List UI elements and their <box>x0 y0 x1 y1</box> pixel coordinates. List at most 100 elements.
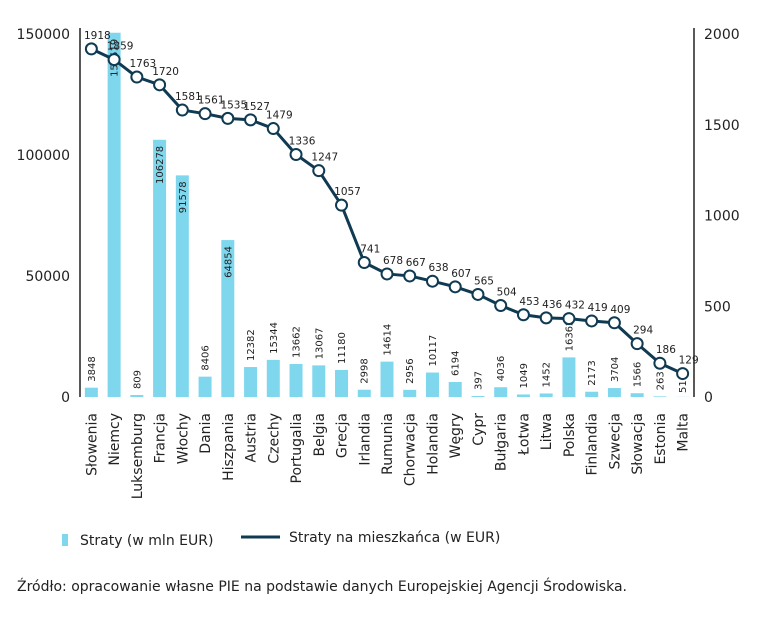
line-data-label: 1918 <box>84 30 111 42</box>
bar-data-label: 8406 <box>201 345 212 370</box>
category-label: Łotwa <box>516 413 532 456</box>
bar <box>335 369 349 397</box>
category-label: Rumunia <box>380 413 396 475</box>
line-point <box>289 148 303 162</box>
line-data-label: 1247 <box>311 152 338 164</box>
category-label: Bułgaria <box>494 413 510 471</box>
line-point <box>471 287 485 301</box>
legend-bar-swatch <box>62 534 68 546</box>
line-point <box>516 308 530 322</box>
line-point <box>130 70 144 84</box>
right-tick-label: 1500 <box>704 118 740 134</box>
line-point <box>425 274 439 288</box>
bar <box>84 387 98 397</box>
category-label: Litwa <box>539 413 555 450</box>
bar-data-label: 2956 <box>405 358 416 383</box>
category-label: Słowacja <box>630 413 646 475</box>
line-data-label: 1581 <box>175 91 202 103</box>
bar-data-label: 3704 <box>610 357 621 382</box>
bar-data-label: 91578 <box>178 181 189 213</box>
line-data-label: 294 <box>633 325 653 337</box>
bar-data-label: 3848 <box>87 356 98 381</box>
category-label: Grecja <box>335 413 351 458</box>
category-label: Polska <box>562 413 578 457</box>
bar-data-label: 51 <box>678 380 689 393</box>
bar-data-label: 11180 <box>337 332 348 364</box>
line-data-label: 432 <box>565 300 585 312</box>
category-label: Luksemburg <box>130 413 146 499</box>
bar-data-label: 13662 <box>292 326 303 358</box>
category-label: Malta <box>676 413 692 452</box>
left-tick-label: 0 <box>61 390 70 406</box>
bar <box>198 376 212 397</box>
bar-data-label: 809 <box>132 370 143 389</box>
line-data-label: 419 <box>588 302 608 314</box>
bar <box>312 365 326 397</box>
line-point <box>175 103 189 117</box>
line-data-label: 1859 <box>107 41 134 53</box>
line-data-label: 1336 <box>289 136 316 148</box>
bar <box>448 382 462 397</box>
category-label: Niemcy <box>107 413 123 466</box>
bar-data-label: 263 <box>655 371 666 390</box>
line-point <box>494 299 508 313</box>
line-point <box>357 256 371 270</box>
line-data-label: 565 <box>474 275 494 287</box>
line-point <box>244 113 258 127</box>
line-point <box>630 337 644 351</box>
bar <box>494 387 508 397</box>
line-data-label: 1720 <box>152 66 179 78</box>
category-label: Irlandia <box>357 413 373 466</box>
line-data-label: 186 <box>656 344 676 356</box>
category-label: Węgry <box>448 413 464 458</box>
bar <box>380 361 394 397</box>
category-label: Holandia <box>425 413 441 475</box>
bar <box>539 393 553 397</box>
bar <box>244 367 258 397</box>
line-data-label: 436 <box>542 299 562 311</box>
line-data-label: 667 <box>406 257 426 269</box>
category-label: Dania <box>198 413 214 454</box>
right-tick-label: 1000 <box>704 209 740 225</box>
line-point <box>562 312 576 326</box>
line-point <box>607 316 621 330</box>
bar <box>630 393 644 397</box>
bar <box>175 175 189 397</box>
line-point <box>153 78 167 92</box>
bar-data-label: 64854 <box>223 246 234 278</box>
bar-data-label: 397 <box>473 371 484 390</box>
category-label: Włochy <box>175 413 191 464</box>
right-tick-label: 500 <box>704 299 731 315</box>
bar <box>289 363 303 397</box>
bar <box>221 240 235 397</box>
bar <box>403 389 417 397</box>
bar-data-label: 12382 <box>246 329 257 361</box>
bar <box>153 139 167 397</box>
line-point <box>403 269 417 283</box>
line-data-label: 638 <box>428 262 448 274</box>
bar-data-label: 6194 <box>451 351 462 376</box>
category-label: Estonia <box>653 413 669 465</box>
line-point <box>676 367 690 381</box>
bar <box>585 391 599 397</box>
right-tick-label: 2000 <box>704 27 740 43</box>
line-point <box>380 267 394 281</box>
category-label: Czechy <box>266 413 282 464</box>
line-point <box>539 311 553 325</box>
category-label: Chorwacja <box>403 413 419 486</box>
bar <box>471 396 485 397</box>
category-label: Cypr <box>471 413 487 446</box>
line-point <box>266 122 280 136</box>
left-tick-label: 50000 <box>25 269 70 285</box>
bar-data-label: 14614 <box>383 324 394 356</box>
line-point <box>653 356 667 370</box>
bar-data-label: 13067 <box>314 328 325 360</box>
line-data-label: 1535 <box>220 99 247 111</box>
source-note: Źródło: opracowanie własne PIE na podsta… <box>17 579 627 595</box>
line-point <box>335 198 349 212</box>
line-point <box>198 107 212 121</box>
category-label: Hiszpania <box>221 413 237 481</box>
bar-data-label: 15344 <box>269 322 280 354</box>
line-data-label: 1479 <box>266 110 293 122</box>
bar <box>107 32 121 397</box>
